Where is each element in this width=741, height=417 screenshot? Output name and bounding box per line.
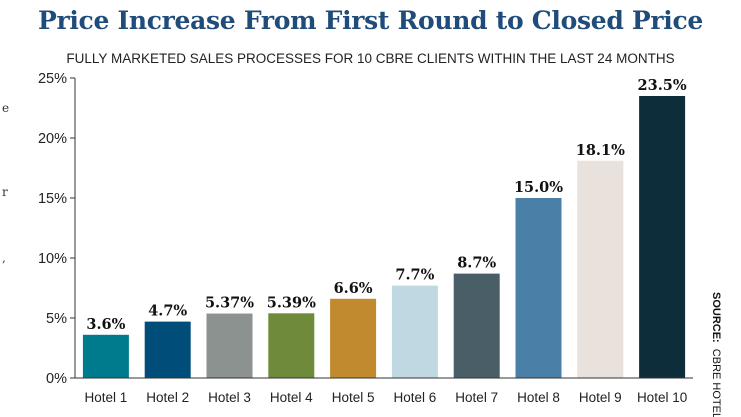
y-tick-label: 25%	[38, 71, 67, 87]
x-tick-label: Hotel 6	[394, 390, 437, 405]
x-tick-label: Hotel 2	[146, 390, 189, 405]
source-text: CBRE HOTELS	[710, 349, 722, 417]
data-label: 15.0%	[514, 179, 563, 196]
x-tick-label: Hotel 7	[455, 390, 498, 405]
source-note: SOURCE: CBRE HOTELS	[710, 292, 722, 417]
chart-subtitle: FULLY MARKETED SALES PROCESSES FOR 10 CB…	[66, 51, 675, 66]
y-tick-label: 10%	[38, 251, 67, 267]
x-axis: Hotel 1 Hotel 2 Hotel 3 Hotel 4 Hotel 5 Hotel…	[75, 377, 693, 405]
bar	[515, 198, 562, 378]
data-label: 7.7%	[395, 267, 434, 284]
y-tick-label: 20%	[38, 131, 67, 147]
y-tick-label: 0%	[46, 371, 67, 387]
x-tick-label: Hotel 8	[517, 390, 560, 405]
y-tick-label: 15%	[38, 191, 67, 207]
bar	[268, 313, 315, 378]
x-tick-label: Hotel 10	[637, 390, 687, 405]
bar	[144, 321, 191, 378]
bar	[577, 160, 624, 378]
y-tick-label: 5%	[46, 311, 67, 327]
bar	[206, 313, 253, 378]
y-axis: 0% 5% 10% 15% 20% 25%	[38, 71, 76, 387]
cropped-fragment: r	[2, 185, 8, 199]
cropped-fragment: ,	[2, 251, 6, 265]
data-label: 23.5%	[638, 77, 687, 94]
x-tick-label: Hotel 1	[85, 390, 128, 405]
x-tick-label: Hotel 3	[208, 390, 251, 405]
x-tick-label: Hotel 9	[579, 390, 622, 405]
x-tick-label: Hotel 5	[332, 390, 375, 405]
bars	[82, 96, 686, 378]
data-label: 5.39%	[267, 294, 316, 311]
cropped-fragment: e	[2, 101, 9, 115]
svg-text:SOURCE: CBRE HOTELS: SOURCE: CBRE HOTELS	[710, 292, 722, 417]
bar	[391, 285, 438, 378]
bar	[330, 298, 377, 378]
data-label: 18.1%	[576, 142, 625, 159]
data-label: 4.7%	[148, 303, 187, 320]
bar	[639, 96, 686, 378]
cropped-text-fragments: e r ,	[2, 101, 9, 265]
data-label: 3.6%	[86, 316, 125, 333]
data-labels: 3.6% 4.7% 5.37% 5.39% 6.6% 7.7% 8.7% 15.0% 18.1%…	[86, 77, 686, 333]
data-label: 6.6%	[334, 280, 373, 297]
x-tick-label: Hotel 4	[270, 390, 313, 405]
data-label: 5.37%	[205, 295, 254, 312]
data-label: 8.7%	[457, 255, 496, 272]
chart-title: Price Increase From First Round to Close…	[37, 6, 704, 35]
source-prefix: SOURCE:	[710, 292, 722, 343]
bar	[82, 334, 129, 378]
bar	[453, 273, 500, 378]
